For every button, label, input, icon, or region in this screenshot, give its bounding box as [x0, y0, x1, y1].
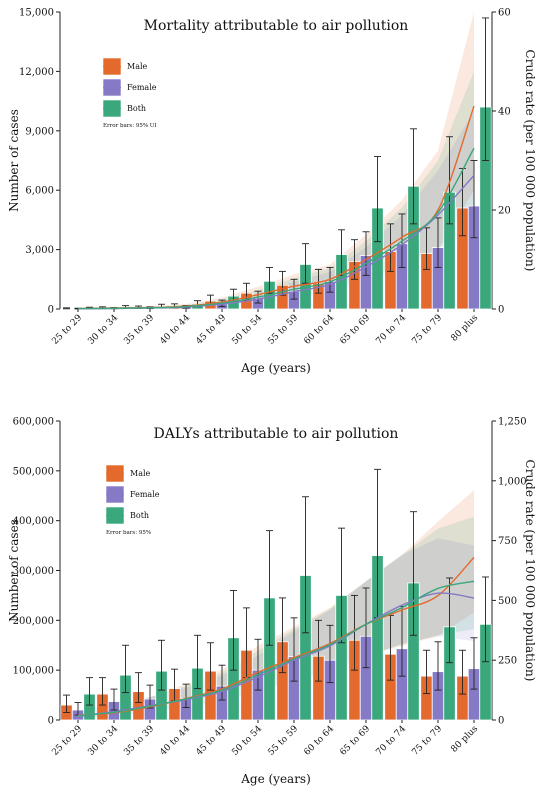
- y-tick-label: 200,000: [13, 616, 54, 627]
- legend-label-female: Female: [127, 83, 157, 92]
- y2-tick-label: 0: [498, 716, 504, 727]
- x-tick-label: 80 plus: [449, 724, 480, 755]
- y-tick-label: 500,000: [13, 466, 54, 477]
- x-tick-label: 30 to 34: [86, 313, 120, 347]
- x-axis-label: Age (years): [240, 361, 311, 375]
- x-tick-label: 25 to 29: [50, 313, 84, 347]
- y-tick-label: 15,000: [19, 8, 54, 19]
- y-tick-label: 6,000: [25, 186, 54, 197]
- x-tick-label: 55 to 59: [266, 313, 300, 347]
- y-axis-label: Number of cases: [7, 519, 21, 622]
- chart-title: DALYs attributable to air pollution: [154, 426, 399, 442]
- legend-note: Error bars: 95% UI: [103, 123, 157, 129]
- y2-tick-label: 1,000: [498, 476, 527, 487]
- x-tick-label: 45 to 49: [194, 724, 228, 758]
- y-axis-label: Number of cases: [7, 109, 21, 212]
- x-tick-label: 40 to 44: [158, 724, 192, 758]
- x-tick-label: 70 to 74: [374, 724, 408, 758]
- y-tick-label: 0: [48, 716, 54, 727]
- legend-note: Error bars: 95%: [106, 530, 151, 536]
- y2-tick-label: 60: [498, 8, 511, 19]
- x-tick-label: 65 to 69: [338, 313, 372, 347]
- y-tick-label: 3,000: [25, 245, 54, 256]
- y2-tick-label: 750: [498, 536, 517, 547]
- x-tick-label: 40 to 44: [158, 313, 192, 347]
- x-axis-label: Age (years): [240, 772, 311, 786]
- y2-axis-label: Crude rate (per 100 000 population): [523, 50, 537, 272]
- rate-ribbon-male: [78, 490, 474, 718]
- legend-label-male: Male: [130, 469, 151, 478]
- x-tick-label: 75 to 79: [410, 724, 444, 758]
- y2-axis-label: Crude rate (per 100 000 population): [523, 460, 537, 682]
- x-tick-label: 70 to 74: [374, 313, 408, 347]
- x-tick-label: 45 to 49: [194, 313, 228, 347]
- x-tick-label: 60 to 64: [302, 313, 336, 347]
- chart-title: Mortality attributable to air pollution: [144, 18, 409, 34]
- x-tick-label: 35 to 39: [122, 724, 156, 758]
- dalys-panel: 0 100,000 200,000 300,000 400,000 500,000 600,…: [7, 417, 537, 787]
- rate-line-both: [77, 580, 475, 717]
- rate-line-male: [77, 556, 475, 716]
- x-tick-label: 75 to 79: [410, 313, 444, 347]
- y2-tick-label: 0: [498, 305, 504, 316]
- y2-tick-label: 500: [498, 596, 517, 607]
- y2-tick-label: 40: [498, 107, 511, 118]
- x-tick-label: 65 to 69: [338, 724, 372, 758]
- rate-ribbon-both: [78, 516, 474, 718]
- y-tick-label: 400,000: [13, 516, 54, 527]
- legend-label-female: Female: [130, 490, 160, 499]
- x-tick-label: 30 to 34: [86, 724, 120, 758]
- legend-label-both: Both: [127, 104, 146, 113]
- rate-line-both: [77, 147, 475, 310]
- x-tick-label: 25 to 29: [50, 724, 84, 758]
- y-tick-label: 0: [48, 305, 54, 316]
- x-tick-label: 50 to 54: [230, 724, 264, 758]
- y-tick-label: 600,000: [13, 417, 54, 428]
- x-tick-label: 50 to 54: [230, 313, 264, 347]
- legend-label-both: Both: [130, 511, 149, 520]
- y-tick-label: 9,000: [25, 126, 54, 137]
- mortality-panel: 0 3,000 6,000 9,000 12,000 15,000 0 20 40 60 25 to…: [7, 8, 537, 376]
- x-tick-label: 80 plus: [449, 313, 480, 344]
- x-tick-label: 55 to 59: [266, 724, 300, 758]
- y2-tick-label: 1,250: [498, 417, 527, 428]
- y2-tick-label: 250: [498, 656, 517, 667]
- y-tick-label: 100,000: [13, 666, 54, 677]
- y2-tick-label: 20: [498, 206, 511, 217]
- y-tick-label: 300,000: [13, 566, 54, 577]
- x-tick-label: 35 to 39: [122, 313, 156, 347]
- x-tick-label: 60 to 64: [302, 724, 336, 758]
- legend-label-male: Male: [127, 62, 148, 71]
- y-tick-label: 12,000: [19, 67, 54, 78]
